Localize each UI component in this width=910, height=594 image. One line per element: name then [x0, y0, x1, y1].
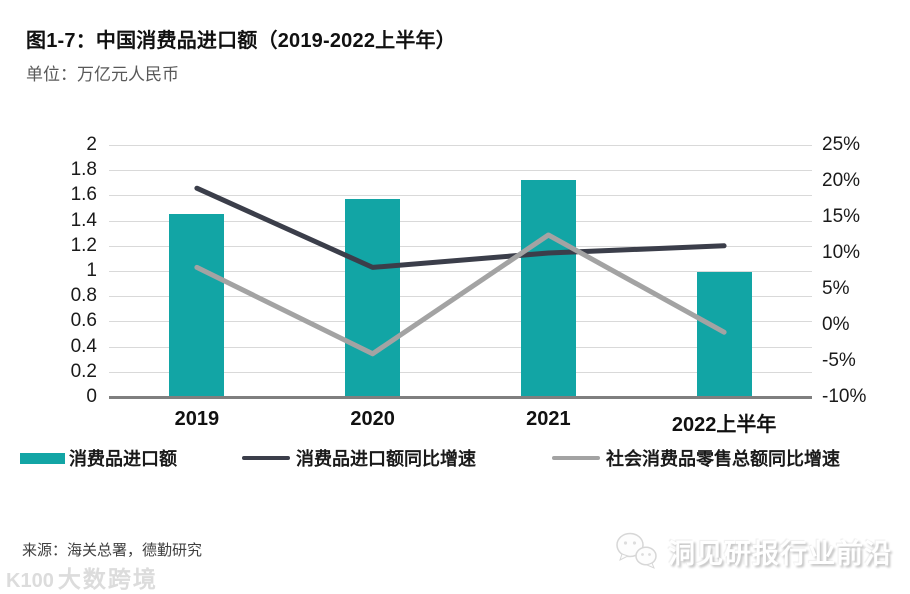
right-axis-tick: 20% [822, 170, 861, 191]
line-社会消费品零售总额同比增速 [194, 232, 727, 357]
x-label-2019: 2019 [174, 408, 220, 430]
right-axis-tick: -10% [822, 386, 867, 407]
legend-label: 消费品进口额同比增速 [296, 449, 476, 469]
left-axis-tick: 1.8 [70, 159, 97, 180]
left-axis-tick: 2 [86, 134, 97, 155]
x-label-2020: 2020 [350, 408, 395, 430]
line-series [194, 185, 727, 357]
right-axis-tick: 15% [822, 206, 861, 227]
k100-logo-icon: K100 [6, 570, 54, 592]
right-axis-tick: 5% [822, 278, 850, 299]
right-axis-tick: 25% [822, 134, 861, 155]
x-axis-category-labels: 2019 2020 2021 2022上半年 [109, 408, 812, 436]
left-axis-tick: 0.4 [70, 336, 97, 357]
legend-item-社会消费品零售总额同比增速: 社会消费品零售总额同比增速 [552, 448, 840, 469]
gridline [109, 195, 812, 196]
right-axis-tick: 0% [822, 314, 850, 335]
bar-2021 [521, 180, 576, 397]
left-axis-tick: 0.8 [70, 285, 97, 306]
watermark-bottom-right: 洞见研报行业前沿 [614, 530, 892, 572]
plot-area [109, 145, 812, 397]
legend-line-swatch [552, 456, 600, 460]
legend-item-消费品进口额: 消费品进口额 [20, 448, 177, 469]
right-axis-tick: -5% [822, 350, 856, 371]
left-axis-tick: 1.6 [70, 184, 97, 205]
right-axis-tick-labels: 25% 20% 15% 10% 5% 0% -5% -10% [822, 134, 902, 407]
bar-2019 [169, 214, 224, 397]
left-axis-tick: 0.6 [70, 310, 97, 331]
left-axis-tick: 1.4 [70, 210, 97, 231]
legend-bar-swatch [20, 452, 65, 464]
gridline [109, 145, 812, 146]
bar-2020 [345, 199, 400, 397]
left-axis-tick: 0 [86, 386, 97, 407]
source-note: 来源：海关总署，德勤研究 [22, 542, 203, 559]
watermark-right-text: 洞见研报行业前沿 [668, 538, 892, 569]
left-axis-tick: 1.2 [70, 235, 97, 256]
right-axis-tick: 10% [822, 242, 861, 263]
legend-label: 消费品进口额 [69, 449, 177, 469]
x-label-2021: 2021 [526, 408, 571, 430]
gridline [109, 321, 812, 322]
chat-bubbles-icon [616, 532, 657, 569]
chart-title: 图1-7：中国消费品进口额（2019-2022上半年） [26, 30, 456, 52]
left-axis-tick-labels: 2 1.8 1.6 1.4 1.2 1 0.8 0.6 0.4 0.2 0 [0, 134, 97, 407]
x-label-2022上半年: 2022上半年 [671, 414, 777, 436]
gridline [109, 372, 812, 373]
gridline [109, 347, 812, 348]
legend-item-消费品进口额同比增速: 消费品进口额同比增速 [242, 448, 476, 469]
gridline [109, 271, 812, 272]
legend-label: 社会消费品零售总额同比增速 [606, 449, 840, 469]
gridline [109, 246, 812, 247]
legend-line-swatch [242, 456, 290, 460]
line-消费品进口额同比增速 [194, 185, 727, 270]
watermark-bottom-left: K100 大数跨境 [6, 560, 158, 594]
left-axis-tick: 1 [86, 260, 97, 281]
gridline [109, 170, 812, 171]
watermark-left-text: 大数跨境 [57, 566, 158, 592]
x-axis-line [109, 396, 812, 399]
gridline [109, 221, 812, 222]
left-axis-tick: 0.2 [70, 361, 97, 382]
chart-unit-subtitle: 单位：万亿元人民币 [26, 65, 179, 84]
